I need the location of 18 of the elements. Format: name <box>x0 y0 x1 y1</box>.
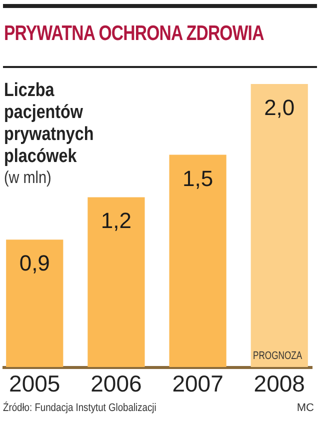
bar <box>250 84 308 367</box>
bar <box>88 197 145 367</box>
chart-title: PRYWATNA OCHRONA ZDROWIA <box>4 22 264 46</box>
data-label: 0,9 <box>19 250 50 276</box>
data-label: 1,2 <box>100 208 132 234</box>
x-tick-label: 2005 <box>9 370 60 396</box>
bar <box>169 154 226 367</box>
bar <box>6 240 64 367</box>
x-tick-label: 2008 <box>254 370 305 396</box>
text: Liczba pacjentów prywatnych placówek <box>4 80 95 168</box>
data-label: 1,5 <box>182 166 214 191</box>
y-axis-title: (w mln) <box>4 168 52 188</box>
x-tick-label: 2006 <box>90 370 142 396</box>
text: Źródło: Fundacja Instytut Globalizacji <box>3 402 156 414</box>
x-tick-label: 2007 <box>172 370 224 396</box>
annotation: PROGNOZA <box>253 350 302 362</box>
data-label: 2,0 <box>264 95 295 120</box>
text: MC <box>296 402 314 414</box>
